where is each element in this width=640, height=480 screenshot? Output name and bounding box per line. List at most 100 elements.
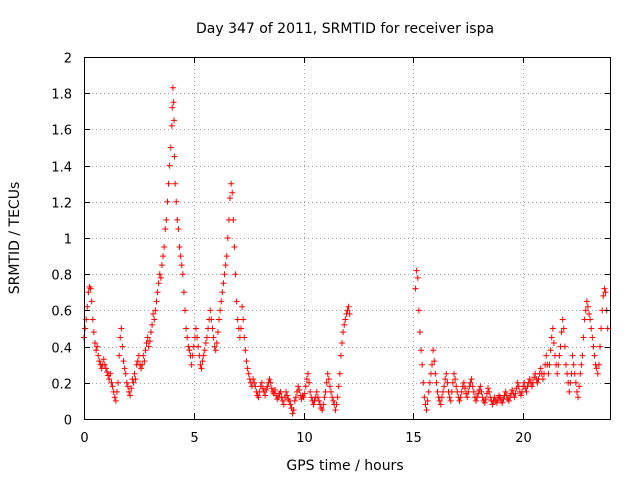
data-point (210, 334, 217, 341)
data-point (587, 316, 594, 323)
data-point (429, 361, 436, 368)
data-point (481, 399, 488, 406)
data-point (119, 343, 126, 350)
data-point (130, 379, 137, 386)
data-point (339, 339, 346, 346)
data-point (217, 307, 224, 314)
data-point (416, 329, 423, 336)
data-point (91, 339, 98, 346)
data-point (573, 388, 580, 395)
points-layer (81, 84, 611, 417)
data-point (571, 370, 578, 377)
data-point (334, 394, 341, 401)
data-point (412, 285, 419, 292)
data-point (286, 397, 293, 404)
data-point (82, 325, 89, 332)
data-point (153, 298, 160, 305)
data-point (467, 379, 474, 386)
data-point (337, 352, 344, 359)
data-point (512, 390, 519, 397)
data-point (267, 379, 274, 386)
data-point (477, 383, 484, 390)
data-point (499, 399, 506, 406)
data-point (156, 271, 163, 278)
data-point (570, 361, 577, 368)
data-point (489, 401, 496, 408)
data-point (486, 388, 493, 395)
data-point (211, 343, 218, 350)
data-point (448, 388, 455, 395)
data-point (124, 383, 131, 390)
data-point (418, 347, 425, 354)
data-point (414, 274, 421, 281)
data-point (239, 303, 246, 310)
data-point (320, 401, 327, 408)
data-point (251, 379, 258, 386)
data-point (590, 343, 597, 350)
data-point (178, 262, 185, 269)
data-point (478, 388, 485, 395)
data-point (150, 311, 157, 318)
data-point (171, 117, 178, 124)
data-point (138, 365, 145, 372)
data-point (545, 370, 552, 377)
data-point (340, 329, 347, 336)
plot-frame (84, 57, 611, 420)
data-point (250, 376, 257, 383)
data-point (263, 387, 270, 394)
data-point (179, 271, 186, 278)
data-point (562, 361, 569, 368)
data-point (172, 180, 179, 187)
data-point (560, 325, 567, 332)
data-point (155, 280, 162, 287)
data-point (238, 325, 245, 332)
y-tick-label: 0.8 (51, 269, 72, 284)
data-point (195, 343, 202, 350)
data-point (509, 387, 516, 394)
data-point (164, 198, 171, 205)
data-point (306, 379, 313, 386)
data-point (112, 397, 119, 404)
data-point (485, 385, 492, 392)
data-point (434, 388, 441, 395)
grid-layer (84, 57, 611, 419)
data-point (566, 388, 573, 395)
data-point (594, 370, 601, 377)
data-point (107, 370, 114, 377)
data-point (474, 394, 481, 401)
data-point (597, 343, 604, 350)
data-point (413, 267, 420, 274)
data-point (287, 401, 294, 408)
data-point (336, 370, 343, 377)
data-point (279, 397, 286, 404)
data-point (88, 298, 95, 305)
data-point (554, 370, 561, 377)
data-point (87, 285, 94, 292)
data-point (589, 334, 596, 341)
data-point (151, 316, 158, 323)
data-point (325, 376, 332, 383)
data-point (543, 352, 550, 359)
data-point (595, 361, 602, 368)
data-point (537, 365, 544, 372)
data-point (296, 387, 303, 394)
data-point (472, 397, 479, 404)
data-point (579, 352, 586, 359)
data-point (177, 253, 184, 260)
data-point (244, 365, 251, 372)
data-point (194, 334, 201, 341)
x-axis-label: GPS time / hours (286, 458, 403, 474)
data-point (550, 339, 557, 346)
data-point (201, 347, 208, 354)
data-point (106, 376, 113, 383)
data-point (602, 289, 609, 296)
data-point (126, 388, 133, 395)
data-point (144, 334, 151, 341)
data-point (243, 358, 250, 365)
data-point (134, 358, 141, 365)
data-point (335, 383, 342, 390)
data-point (304, 370, 311, 377)
data-point (586, 311, 593, 318)
data-point (556, 352, 563, 359)
data-point (523, 388, 530, 395)
